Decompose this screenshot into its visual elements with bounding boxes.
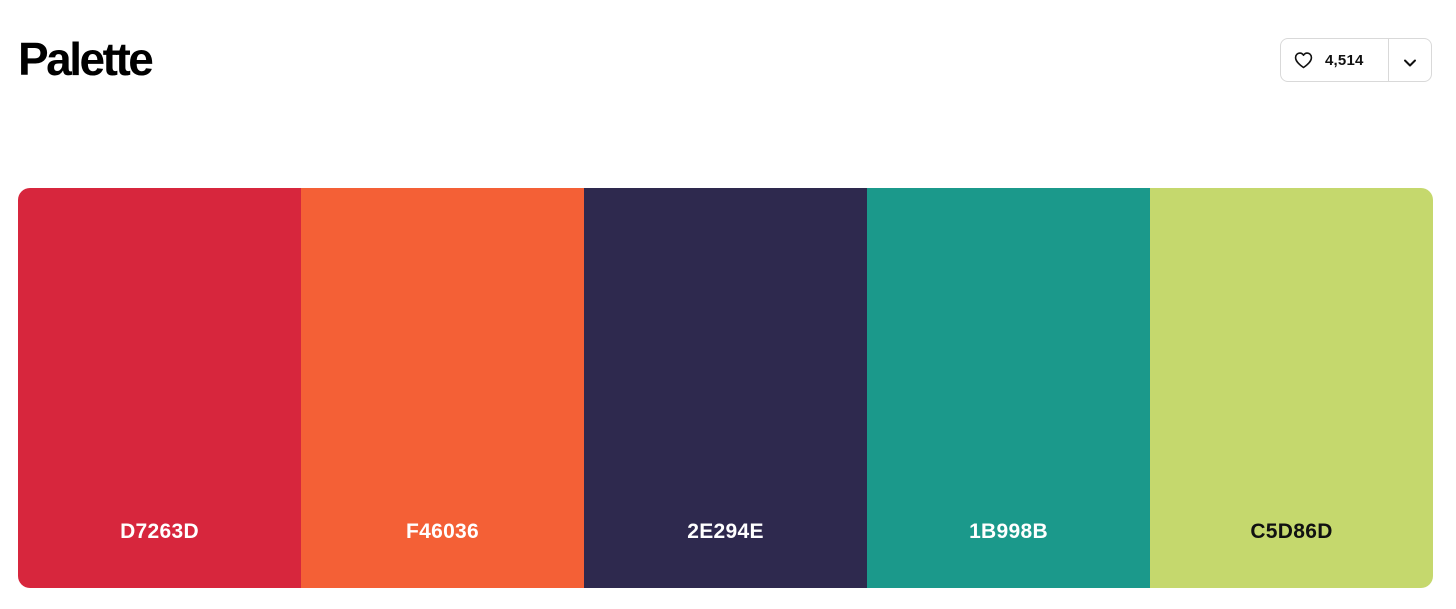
swatch-hex-label: C5D86D: [1250, 520, 1333, 543]
page-title: Palette: [18, 33, 154, 85]
like-button[interactable]: 4,514: [1281, 39, 1389, 81]
color-swatch[interactable]: C5D86D: [1150, 188, 1433, 588]
more-options-button[interactable]: [1389, 39, 1431, 81]
palette-swatches: D7263D F46036 2E294E 1B998B C5D86D: [18, 188, 1433, 588]
color-swatch[interactable]: 1B998B: [867, 188, 1150, 588]
swatch-hex-label: D7263D: [120, 520, 199, 543]
heart-icon: [1294, 51, 1313, 69]
like-count: 4,514: [1325, 51, 1364, 69]
color-swatch[interactable]: D7263D: [18, 188, 301, 588]
like-actions-group: 4,514: [1280, 38, 1432, 82]
header: Palette 4,514: [0, 0, 1456, 120]
color-swatch[interactable]: 2E294E: [584, 188, 867, 588]
swatch-hex-label: 1B998B: [969, 520, 1048, 543]
swatch-hex-label: 2E294E: [687, 520, 764, 543]
chevron-down-icon: [1403, 55, 1417, 67]
swatch-hex-label: F46036: [405, 520, 480, 543]
color-swatch[interactable]: F46036: [301, 188, 584, 588]
